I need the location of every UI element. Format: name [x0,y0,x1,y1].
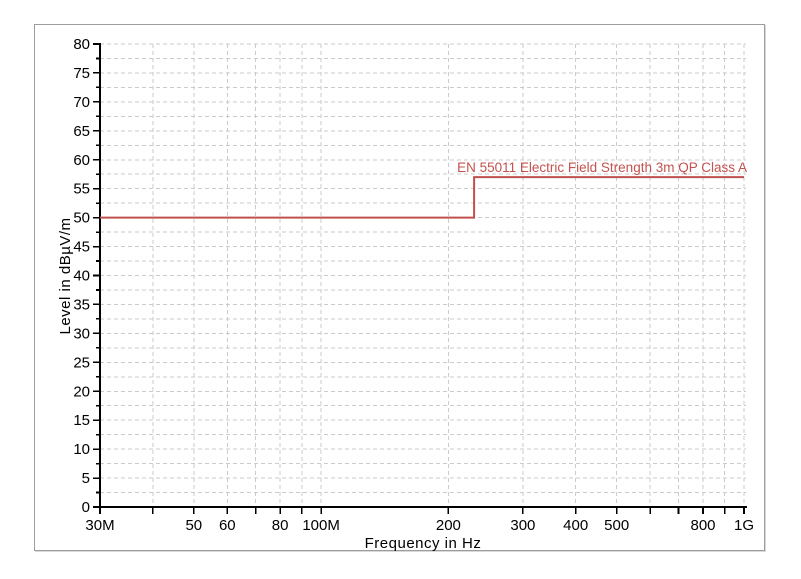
y-tick-label: 70 [73,94,90,111]
y-tick-label: 65 [73,123,90,140]
x-tick-label: 60 [219,517,236,534]
x-axis-title: Frequency in Hz [365,535,482,552]
x-tick-label: 500 [604,517,629,534]
x-tick-label: 50 [185,517,202,534]
y-tick-label: 10 [73,441,90,458]
y-tick-label: 0 [82,499,90,516]
y-tick-label: 15 [73,412,90,429]
limit-line [100,176,744,219]
y-tick-label: 20 [73,383,90,400]
x-tick-label: 1G [734,517,754,534]
y-axis-title: Level in dBµV/m [57,217,74,334]
x-tick-label: 200 [436,517,461,534]
gridlines [100,43,746,507]
tick-labels: 0 5 10 15 20 25 30 35 40 45 50 55 60 65 70 75 80 30M 50 60 8… [73,36,754,534]
limit-line-label: EN 55011 Electric Field Strength 3m QP C… [457,160,747,175]
y-tick-label: 35 [73,296,90,313]
x-tick-label: 30M [85,517,114,534]
x-tick-label: 100M [302,517,340,534]
x-tick-label: 300 [510,517,535,534]
x-tick-label: 80 [272,517,289,534]
x-tick-label: 400 [563,517,588,534]
y-tick-label: 50 [73,210,90,227]
y-tick-label: 80 [73,36,90,53]
axis-ticks [93,43,745,514]
x-tick-label: 800 [690,517,715,534]
y-tick-label: 25 [73,354,90,371]
chart-panel [34,24,765,551]
y-tick-label: 45 [73,239,90,256]
y-tick-label: 40 [73,268,90,285]
y-tick-label: 30 [73,325,90,342]
y-tick-label: 60 [73,152,90,169]
y-tick-label: 5 [82,470,90,487]
y-tick-label: 75 [73,65,90,82]
y-tick-label: 55 [73,181,90,198]
